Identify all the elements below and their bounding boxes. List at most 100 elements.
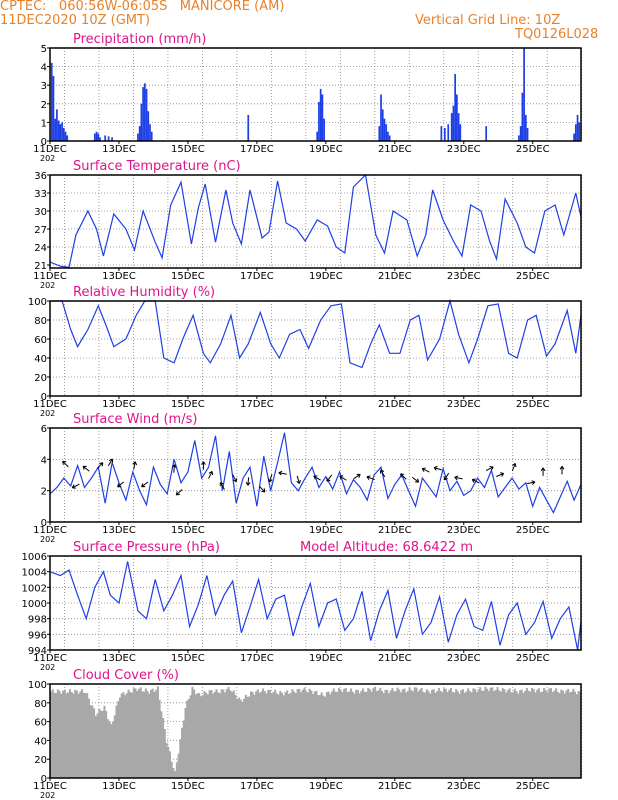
wind-arrow-shaft [175, 489, 183, 496]
precip-bar [95, 131, 98, 141]
cloud-bar [234, 694, 237, 778]
x-tick-label: 25DEC [516, 525, 550, 536]
cloud-bar [558, 693, 561, 778]
cloud-bar [103, 705, 106, 778]
cloud-bar [324, 696, 327, 778]
wind-arrow-head [400, 473, 405, 478]
cloud-bar [117, 701, 120, 778]
cloud-bar [305, 691, 308, 778]
y-tick-label: 0 [41, 518, 47, 529]
cloud-bar [298, 688, 301, 778]
y-tick-label: 40 [34, 736, 47, 747]
cloud-bar [258, 692, 261, 778]
wind-arrow-shaft [107, 458, 113, 467]
cloud-bar [562, 690, 565, 778]
x-tick-label: 23DEC [447, 525, 481, 536]
cloud-bar [555, 688, 558, 778]
series-line-pressure [49, 561, 582, 651]
wind-arrow-head [219, 482, 224, 487]
x-tick-label: 19DEC [309, 271, 343, 282]
wind-arrow-shaft [313, 475, 321, 481]
y-tick-label: 0 [41, 137, 47, 148]
panel-title-temperature: Surface Temperature (nC) [73, 159, 241, 174]
cloud-bar [551, 692, 554, 778]
y-tick-label: 80 [34, 316, 47, 327]
precip-bar [383, 118, 386, 141]
wind-arrow [132, 461, 138, 470]
cloud-bar [77, 693, 80, 778]
wind-arrow-head [433, 466, 438, 471]
cloud-bar [517, 693, 520, 778]
cloud-bar [272, 692, 275, 778]
wind-arrow-head [313, 475, 318, 480]
wind-arrow [411, 476, 420, 483]
precip-bar [381, 109, 384, 141]
precip-bar [459, 124, 462, 141]
precip-bar [447, 124, 450, 141]
cloud-bar [98, 709, 101, 778]
cloud-bar [498, 690, 501, 778]
cloud-bar [174, 771, 177, 778]
x-year-label: 202 [40, 791, 55, 800]
wind-arrow [366, 475, 375, 481]
wind-arrow-shaft [296, 475, 300, 484]
cloud-bar [94, 716, 97, 778]
cloud-bar [515, 691, 518, 778]
cloud-bar [105, 711, 108, 778]
cloud-bar [499, 691, 502, 778]
cloud-bar [136, 691, 139, 778]
x-tick-label: 13DEC [102, 781, 136, 792]
cloud-bar [444, 688, 447, 778]
x-year-label: 202 [40, 154, 55, 163]
cloud-bar [160, 711, 163, 778]
wind-arrow-head [132, 461, 138, 466]
cloud-bar [479, 687, 482, 778]
cloud-bar [560, 689, 563, 778]
x-tick-label: 21DEC [378, 653, 412, 664]
precip-bar [523, 48, 525, 141]
x-tick-label: 25DEC [516, 781, 550, 792]
x-tick-label: 13DEC [102, 399, 136, 410]
cloud-bar [50, 691, 53, 778]
wind-arrow-shaft [353, 473, 361, 480]
x-tick-label: 17DEC [240, 399, 274, 410]
cloud-bar [124, 695, 127, 778]
cloud-bar [506, 690, 509, 778]
cloud-bar [405, 692, 408, 778]
cloud-bar [424, 692, 427, 778]
panel-title-pressure: Surface Pressure (hPa) [73, 540, 220, 555]
cloud-bar [451, 692, 454, 778]
wind-arrow [62, 460, 69, 468]
wind-arrow-head [62, 460, 67, 465]
cloud-bar [332, 688, 335, 778]
cloud-bar [399, 692, 403, 778]
wind-arrow [296, 475, 301, 484]
cloud-bar [74, 689, 77, 778]
cloud-bar [268, 689, 271, 778]
cloud-bar [317, 695, 320, 778]
precip-bar [150, 131, 153, 141]
cloud-bar [306, 692, 309, 778]
cloud-bar [346, 692, 349, 778]
cloud-bar [325, 692, 328, 778]
precip-bar [147, 111, 150, 141]
cloud-bar [184, 707, 187, 778]
cloud-bar [167, 746, 170, 778]
cloud-bar [182, 720, 185, 778]
cloud-bar [549, 688, 552, 778]
wind-arrow-head [175, 491, 180, 496]
precip-bar [93, 133, 96, 141]
x-tick-label: 17DEC [240, 653, 274, 664]
precip-bar [450, 113, 453, 141]
y-tick-label: 5 [41, 44, 47, 55]
cloud-bar [339, 689, 342, 778]
cloud-bar [291, 689, 294, 778]
cloud-bar [99, 710, 103, 778]
cloud-bar [225, 689, 228, 778]
cloud-bar [241, 701, 244, 778]
cloud-bar [162, 717, 165, 778]
cloud-bar [237, 697, 240, 778]
x-tick-label: 13DEC [102, 271, 136, 282]
wind-arrow-head [443, 476, 448, 481]
cloud-bar [344, 688, 347, 778]
